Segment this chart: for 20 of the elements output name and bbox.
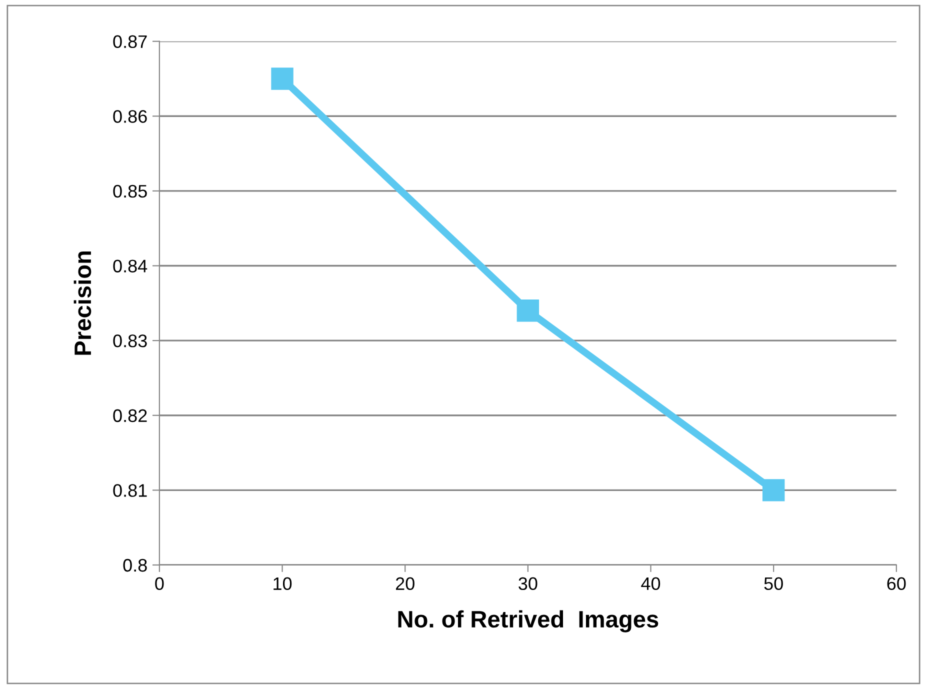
point [271,68,294,90]
y-tick-label: 0.85 [113,184,147,198]
x-tick-label: 60 [887,577,906,590]
x-tick-label: 40 [641,577,660,590]
x-tick-label: 50 [764,577,783,590]
x-tick-label: 10 [274,577,292,590]
x-tick-label: 30 [518,577,538,590]
point [762,479,785,502]
x-axis-title: No. of Retrived Images [398,610,658,632]
y-tick-label: 0.81 [113,484,147,497]
x-tick-label: 0 [155,577,164,590]
y-tick-label: 0.83 [113,334,147,348]
y-tick-label: 0.84 [113,260,148,272]
y-tick-label: 0.8 [123,558,147,572]
y-axis-title: Precision [74,251,92,355]
y-tick-label: 0.82 [113,409,147,422]
point [516,300,540,322]
y-tick-label: 0.87 [113,35,147,48]
x-tick-label: 20 [396,577,414,590]
y-tick-label: 0.86 [113,110,147,123]
